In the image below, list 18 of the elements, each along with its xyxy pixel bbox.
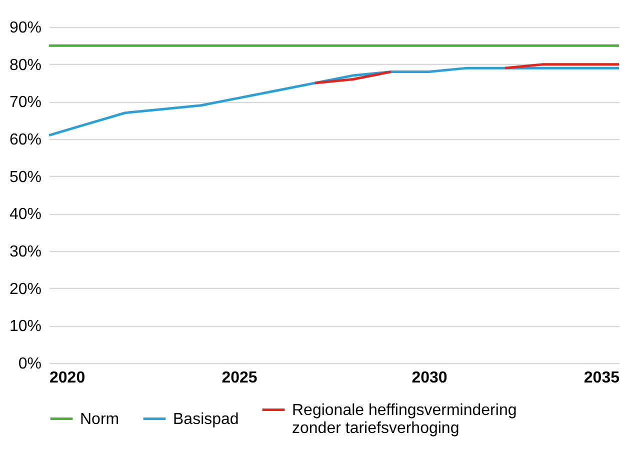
line-series	[48, 66, 620, 137]
legend-label: Regionale heffingsvermindering zonder tariefsverhoging	[292, 402, 517, 437]
y-tick-label: 50%	[9, 168, 42, 186]
x-tick-label: 2030	[412, 370, 448, 386]
y-tick-label: 30%	[9, 244, 42, 260]
x-tick-label: 2035	[584, 370, 620, 386]
y-tick-label: 70%	[9, 94, 42, 112]
legend-label: Basispad	[173, 410, 239, 428]
y-tick-label: 0%	[18, 356, 42, 372]
y-tick-label: 10%	[9, 318, 42, 336]
y-tick-label: 60%	[9, 132, 42, 148]
y-tick-label: 20%	[9, 280, 42, 298]
x-tick-label: 2025	[222, 370, 258, 386]
x-tick-label: 2020	[50, 370, 86, 386]
y-tick-label: 40%	[9, 206, 42, 224]
y-tick-label: 90%	[9, 20, 42, 36]
legend-label: Norm	[80, 410, 120, 428]
y-tick-label: 80%	[9, 56, 42, 74]
